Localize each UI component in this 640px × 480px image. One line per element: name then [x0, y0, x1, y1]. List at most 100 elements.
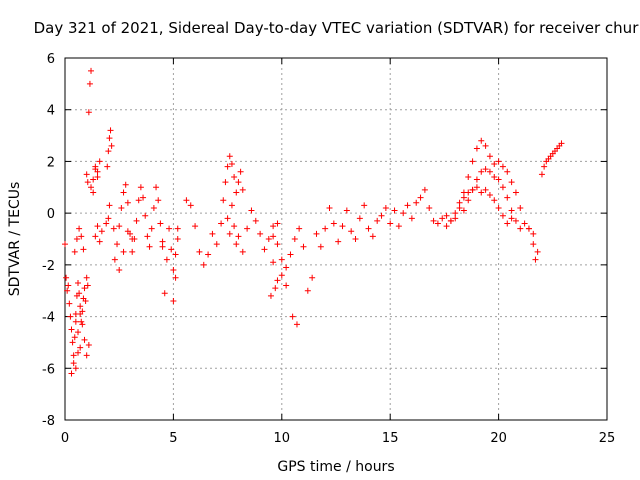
y-tick-label: 2	[47, 155, 55, 170]
data-point	[313, 230, 320, 237]
data-point	[168, 246, 175, 253]
data-point	[226, 153, 233, 160]
data-point	[369, 233, 376, 240]
data-point	[68, 326, 75, 333]
data-point	[222, 179, 229, 186]
chart-title: Day 321 of 2021, Sidereal Day-to-day VTE…	[34, 19, 640, 37]
y-tick-label: -2	[42, 259, 55, 274]
data-point	[391, 207, 398, 214]
data-point	[482, 142, 489, 149]
data-point	[105, 215, 112, 222]
y-tick-label: 6	[47, 52, 55, 67]
data-point	[129, 236, 136, 242]
data-point	[473, 176, 480, 183]
data-point	[159, 243, 166, 250]
data-point	[495, 204, 502, 211]
data-point	[159, 238, 166, 245]
data-point	[491, 197, 498, 204]
grid	[65, 58, 607, 420]
data-point	[504, 194, 511, 201]
data-point	[64, 287, 71, 294]
data-point	[361, 202, 368, 209]
data-point	[107, 127, 114, 134]
data-point	[400, 210, 407, 217]
data-point	[71, 248, 78, 255]
data-point	[478, 189, 485, 196]
data-point	[84, 179, 91, 186]
data-point	[270, 233, 277, 240]
data-point	[133, 217, 140, 224]
data-point	[166, 225, 173, 232]
data-point	[192, 223, 199, 230]
data-point	[439, 215, 446, 222]
data-point	[81, 336, 88, 343]
data-point	[378, 212, 385, 219]
data-point	[73, 236, 80, 242]
data-point	[120, 189, 127, 196]
data-point	[504, 220, 511, 227]
data-point	[478, 168, 485, 175]
data-point	[530, 230, 537, 237]
data-point	[70, 352, 77, 359]
data-point	[283, 282, 290, 289]
data-point	[339, 223, 346, 230]
data-point	[228, 161, 235, 168]
data-point	[517, 204, 524, 211]
data-point	[456, 199, 463, 206]
data-point	[150, 204, 157, 211]
data-point	[209, 230, 216, 237]
plot-frame	[64, 57, 608, 421]
data-point	[124, 228, 131, 235]
data-point	[283, 264, 290, 271]
data-point	[235, 179, 242, 186]
data-point	[434, 220, 441, 227]
data-point	[78, 233, 85, 240]
data-point	[94, 223, 101, 230]
data-point	[482, 166, 489, 173]
data-point	[352, 236, 359, 242]
data-point	[116, 267, 123, 274]
data-point	[293, 321, 300, 328]
data-point	[287, 251, 294, 258]
data-point	[270, 223, 277, 230]
data-point	[90, 189, 97, 196]
data-point	[157, 220, 164, 227]
y-tick-label: -6	[42, 362, 55, 377]
data-point	[63, 274, 70, 281]
data-point	[75, 279, 82, 286]
y-tick-label: -4	[42, 311, 55, 326]
y-tick-label: 0	[47, 207, 55, 222]
data-point	[218, 220, 225, 227]
data-point	[508, 207, 515, 214]
data-point	[478, 137, 485, 144]
data-point	[88, 67, 95, 74]
y-tick-label: 4	[47, 104, 55, 119]
data-point	[148, 225, 155, 232]
data-point	[65, 282, 72, 289]
x-tick-label: 20	[490, 431, 507, 446]
data-point	[495, 176, 502, 183]
data-point	[140, 194, 147, 201]
data-point	[79, 321, 86, 328]
y-axis-label: SDTVAR / TECUs	[7, 182, 23, 297]
data-point	[83, 171, 90, 178]
data-point	[92, 233, 99, 240]
data-point	[111, 256, 118, 263]
data-point	[85, 342, 92, 349]
data-point	[71, 334, 78, 341]
data-point	[443, 223, 450, 230]
data-point	[86, 80, 93, 87]
data-point	[512, 217, 519, 224]
x-axis-label: GPS time / hours	[277, 459, 394, 475]
data-point	[235, 233, 242, 240]
data-point	[274, 220, 281, 227]
data-point	[75, 349, 82, 356]
data-point	[267, 292, 274, 299]
data-point	[96, 238, 103, 245]
data-point	[72, 318, 79, 325]
x-axis: 0 5 10 15 20 25	[61, 58, 615, 446]
data-point	[205, 251, 212, 258]
data-point	[224, 215, 231, 222]
data-point	[499, 184, 506, 191]
